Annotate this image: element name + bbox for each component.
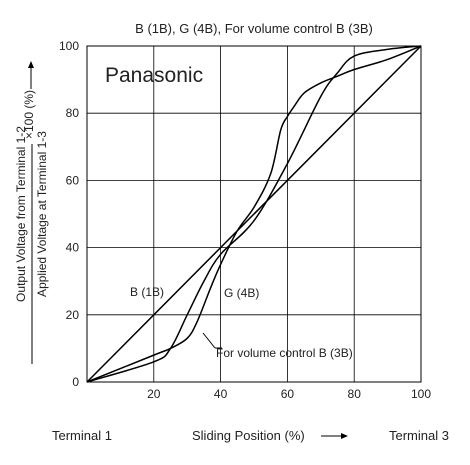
annotation-g4b: G (4B) bbox=[224, 286, 259, 300]
x-tick-label: 80 bbox=[348, 387, 362, 401]
y-tick-label: 0 bbox=[72, 375, 79, 389]
plot-frame bbox=[86, 45, 422, 383]
y-axis-label-numerator: Output Voltage from Terminal 1-2 bbox=[14, 126, 28, 302]
y-tick-label: 40 bbox=[66, 241, 80, 255]
x-left-terminal-label: Terminal 1 bbox=[52, 428, 112, 443]
chart-title: B (1B), G (4B), For volume control B (3B… bbox=[135, 21, 373, 36]
y-axis-label-suffix: ×100 (%) bbox=[22, 90, 36, 139]
series-line-3b bbox=[86, 45, 422, 383]
y-tick-labels: 0 20 40 60 80 100 bbox=[59, 39, 79, 389]
series-line-b1b bbox=[86, 45, 422, 383]
y-tick-label: 100 bbox=[59, 39, 79, 53]
series-layer bbox=[86, 45, 422, 383]
plot-grid bbox=[87, 46, 421, 382]
x-tick-label: 100 bbox=[411, 387, 431, 401]
x-axis-arrow-head bbox=[341, 433, 348, 439]
y-axis-arrow-head bbox=[28, 61, 34, 68]
annotation-3b: For volume control B (3B) bbox=[216, 346, 353, 360]
x-tick-label: 60 bbox=[281, 387, 295, 401]
brand-logo: Panasonic bbox=[105, 64, 203, 87]
x-right-terminal-label: Terminal 3 bbox=[389, 428, 449, 443]
y-axis-label-denominator: Applied Voltage at Terminal 1-3 bbox=[35, 131, 49, 297]
y-tick-label: 80 bbox=[66, 106, 80, 120]
x-tick-label: 40 bbox=[214, 387, 228, 401]
y-tick-label: 60 bbox=[66, 173, 80, 187]
y-tick-label: 20 bbox=[66, 308, 80, 322]
x-tick-label: 20 bbox=[147, 387, 161, 401]
x-axis-label: Sliding Position (%) bbox=[192, 428, 305, 443]
annotation-b1b: B (1B) bbox=[130, 285, 164, 299]
x-tick-labels: 20 40 60 80 100 bbox=[147, 387, 431, 401]
y-axis-label: Output Voltage from Terminal 1-2 Applied… bbox=[14, 61, 49, 364]
annotation-leader-3b bbox=[202, 332, 216, 349]
